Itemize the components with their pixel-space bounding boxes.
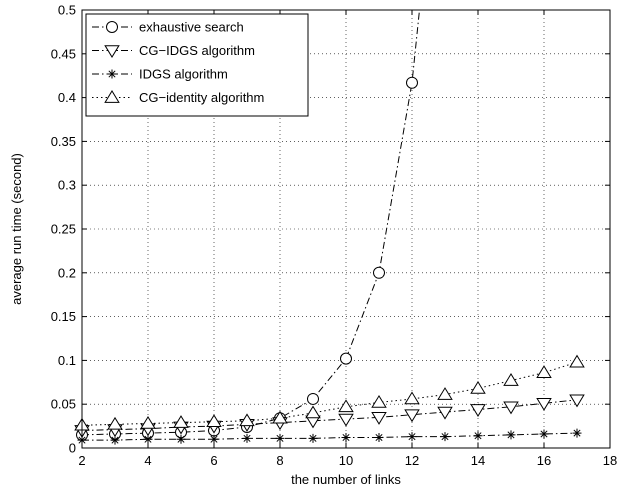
legend-box: [85, 13, 309, 117]
data-point: [503, 373, 519, 386]
data-point: [404, 391, 420, 405]
x-tick-label: 18: [603, 453, 617, 468]
series-2: [77, 428, 582, 445]
y-axis-label: average run time (second): [9, 153, 24, 305]
series-line: [82, 399, 578, 431]
legend-entry-2: IDGS algorithm: [92, 67, 228, 82]
data-point: [239, 413, 255, 427]
series-3: [74, 354, 585, 431]
x-tick-label: 10: [339, 453, 353, 468]
legend-label: IDGS algorithm: [139, 67, 228, 82]
data-point: [572, 428, 582, 438]
data-point: [140, 415, 156, 429]
series-line: [82, 432, 578, 441]
data-point: [341, 432, 351, 442]
legend-marker: [104, 45, 120, 58]
x-axis-label: the number of links: [291, 472, 401, 487]
data-point: [406, 76, 418, 89]
x-tick-label: 8: [276, 453, 283, 468]
data-point: [539, 429, 549, 439]
legend-marker: [106, 21, 118, 33]
legend-entry-0: exhaustive search: [92, 20, 244, 35]
data-point: [506, 430, 516, 440]
data-point: [206, 414, 222, 428]
axis-ticks: 2 4 6 8 10 12 14 16 18 0 0.05 0.1 0.15 0.2 0.25 0.3 0.35…: [51, 3, 618, 469]
data-point: [272, 410, 288, 424]
y-tick-label: 0.05: [51, 397, 76, 412]
data-point: [173, 415, 189, 428]
x-tick-label: 4: [144, 453, 151, 468]
x-tick-label: 16: [537, 453, 551, 468]
data-point: [536, 365, 552, 378]
x-tick-label: 6: [210, 453, 217, 468]
data-point: [371, 394, 387, 408]
x-tick-label: 2: [78, 453, 85, 468]
data-point: [305, 405, 321, 419]
data-point: [307, 392, 319, 405]
y-tick-label: 0: [69, 441, 76, 456]
data-point: [143, 434, 153, 444]
data-point: [440, 432, 450, 442]
y-tick-label: 0.1: [58, 353, 76, 368]
data-point: [569, 394, 585, 408]
data-point: [340, 352, 352, 365]
data-point: [338, 413, 354, 427]
x-tick-label: 12: [405, 453, 419, 468]
y-tick-label: 0.25: [51, 222, 76, 237]
legend-label: CG−identity algorithm: [139, 90, 264, 105]
data-point: [373, 266, 385, 279]
grid: [82, 10, 610, 448]
data-point: [437, 387, 453, 400]
data-point: [503, 401, 519, 415]
data-point: [374, 432, 384, 442]
data-point: [176, 434, 186, 444]
legend-marker: [107, 69, 117, 79]
data-point: [242, 433, 252, 443]
y-tick-label: 0.5: [58, 3, 76, 18]
data-point: [371, 412, 387, 425]
data-point: [308, 433, 318, 443]
y-tick-label: 0.3: [58, 178, 76, 193]
data-point: [338, 399, 354, 413]
data-point: [470, 404, 486, 417]
legend-entry-3: CG−identity algorithm: [92, 90, 264, 105]
data-point: [437, 406, 453, 420]
series-line: [82, 361, 578, 426]
data-point: [470, 380, 486, 394]
data-point: [110, 435, 120, 445]
legend-marker: [104, 90, 120, 103]
data-point: [569, 354, 585, 368]
legend-entry-1: CG−IDGS algorithm: [92, 43, 255, 58]
data-point: [536, 398, 552, 411]
data-point: [473, 431, 483, 441]
data-point: [209, 434, 219, 444]
y-tick-label: 0.2: [58, 265, 76, 280]
y-tick-label: 0.15: [51, 309, 76, 324]
y-tick-label: 0.45: [51, 46, 76, 61]
legend: exhaustive search CG−IDGS algorithm IDGS a…: [85, 13, 309, 117]
data-point: [275, 433, 285, 443]
y-tick-label: 0.4: [58, 90, 76, 105]
data-point: [407, 432, 417, 442]
data-point: [107, 416, 123, 430]
y-tick-label: 0.35: [51, 134, 76, 149]
data-point: [404, 409, 420, 423]
legend-label: CG−IDGS algorithm: [139, 43, 255, 58]
legend-label: exhaustive search: [139, 20, 244, 35]
x-tick-label: 14: [471, 453, 485, 468]
